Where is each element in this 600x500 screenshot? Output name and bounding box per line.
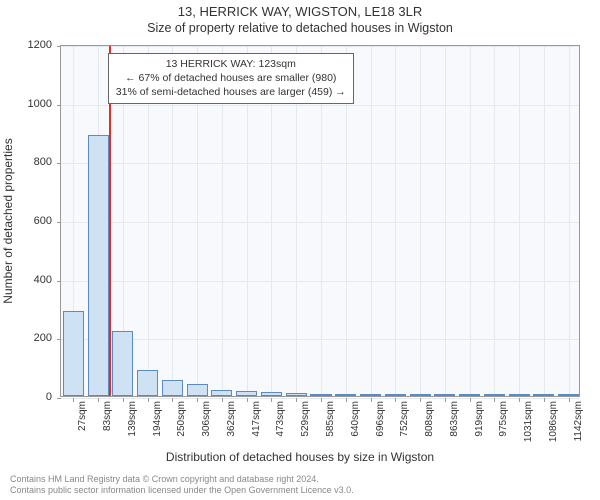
footer-line-2: Contains public sector information licen… <box>10 485 354 496</box>
x-tick-label: 306sqm <box>201 401 212 437</box>
y-tick-label: 200 <box>34 332 52 344</box>
histogram-bar <box>533 394 554 396</box>
histogram-bar <box>63 311 84 396</box>
y-axis-label: Number of detached properties <box>1 138 15 303</box>
footer-line-1: Contains HM Land Registry data © Crown c… <box>10 474 354 485</box>
x-tick-label: 1086sqm <box>548 401 559 442</box>
x-tick-label: 808sqm <box>424 401 435 437</box>
x-tick-label: 863sqm <box>449 401 460 437</box>
histogram-bar <box>88 135 109 396</box>
info-line-2: ← 67% of detached houses are smaller (98… <box>116 71 346 85</box>
y-tick-label: 0 <box>46 391 52 403</box>
x-axis-label: Distribution of detached houses by size … <box>0 450 600 464</box>
x-tick-label: 1142sqm <box>573 401 584 441</box>
x-tick-label: 83sqm <box>102 401 113 431</box>
x-tick-label: 696sqm <box>375 401 386 437</box>
histogram-bar <box>211 390 232 396</box>
histogram-bar <box>558 394 579 396</box>
histogram-bar <box>162 380 183 396</box>
histogram-bar <box>261 392 282 396</box>
histogram-bar <box>112 331 133 396</box>
y-tick-label: 1000 <box>28 98 52 110</box>
x-tick-label: 640sqm <box>350 401 361 437</box>
x-tick-label: 362sqm <box>226 401 237 437</box>
y-tick-label: 800 <box>34 156 52 168</box>
histogram-bar <box>484 394 505 396</box>
footer-attribution: Contains HM Land Registry data © Crown c… <box>10 474 354 497</box>
chart-title-sub: Size of property relative to detached ho… <box>0 19 600 35</box>
chart-title-main: 13, HERRICK WAY, WIGSTON, LE18 3LR <box>0 0 600 19</box>
x-axis-ticks: 27sqm 83sqm 139sqm 194sqm 250sqm 306sqm 362sqm… <box>60 397 580 451</box>
x-tick-label: 250sqm <box>176 401 187 437</box>
histogram-bar <box>286 393 307 396</box>
histogram-bar <box>335 394 356 396</box>
x-tick-label: 585sqm <box>325 401 336 437</box>
x-tick-label: 1031sqm <box>523 401 534 442</box>
y-tick-label: 1200 <box>28 39 52 51</box>
x-tick-label: 473sqm <box>275 401 286 437</box>
info-line-1: 13 HERRICK WAY: 123sqm <box>116 57 346 71</box>
x-tick-label: 417sqm <box>251 401 262 437</box>
x-tick-label: 752sqm <box>399 401 410 437</box>
x-tick-label: 139sqm <box>127 401 138 437</box>
histogram-bar <box>509 394 530 396</box>
histogram-bar <box>236 391 257 396</box>
property-info-box: 13 HERRICK WAY: 123sqm ← 67% of detached… <box>108 53 354 104</box>
chart-plot-area: 13 HERRICK WAY: 123sqm ← 67% of detached… <box>60 45 580 397</box>
histogram-bar <box>385 394 406 396</box>
x-tick-label: 975sqm <box>498 401 509 437</box>
histogram-bar <box>187 384 208 396</box>
info-line-3: 31% of semi-detached houses are larger (… <box>116 85 346 99</box>
y-tick-label: 400 <box>34 274 52 286</box>
histogram-bar <box>459 394 480 396</box>
histogram-bar <box>310 394 331 396</box>
histogram-bar <box>360 394 381 396</box>
histogram-bar <box>434 394 455 396</box>
x-tick-label: 194sqm <box>152 401 163 437</box>
histogram-bar <box>410 394 431 396</box>
x-tick-label: 919sqm <box>474 401 485 437</box>
x-tick-label: 529sqm <box>300 401 311 437</box>
x-tick-label: 27sqm <box>77 401 88 431</box>
histogram-bar <box>137 370 158 396</box>
y-tick-label: 600 <box>34 215 52 227</box>
